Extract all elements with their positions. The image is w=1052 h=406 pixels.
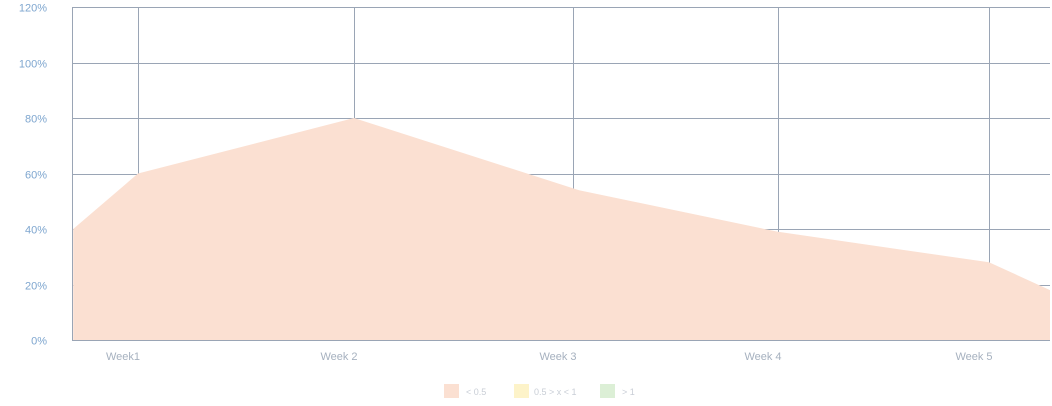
legend-swatch: [514, 384, 529, 398]
y-tick-label: 80%: [25, 114, 47, 126]
y-tick-label: 120%: [19, 3, 47, 15]
legend-label: 0.5 > x < 1: [534, 387, 577, 397]
area-series: [73, 117, 1051, 340]
legend-swatch: [600, 384, 615, 398]
x-tick-label: Week 2: [320, 351, 357, 363]
y-tick-label: 0%: [31, 336, 47, 348]
x-tick-label: Week 4: [744, 351, 781, 363]
y-tick-label: 60%: [25, 170, 47, 182]
y-tick-label: 20%: [25, 281, 47, 293]
y-tick-label: 40%: [25, 225, 47, 237]
x-tick-label: Week 3: [539, 351, 576, 363]
x-tick-label: Week1: [106, 351, 140, 363]
legend-swatch: [444, 384, 459, 398]
x-axis-labels: Week1 Week 2 Week 3 Week 4 Week 5: [106, 351, 993, 363]
x-tick-label: Week 5: [955, 351, 992, 363]
y-tick-label: 100%: [19, 59, 47, 71]
legend-label: < 0.5: [466, 387, 486, 397]
y-axis-labels: 0% 20% 40% 60% 80% 100% 120%: [19, 3, 47, 348]
axes: [72, 7, 1050, 341]
legend: < 0.5 0.5 > x < 1 > 1: [444, 384, 635, 398]
area-fill: [73, 118, 1050, 340]
legend-label: > 1: [622, 387, 635, 397]
